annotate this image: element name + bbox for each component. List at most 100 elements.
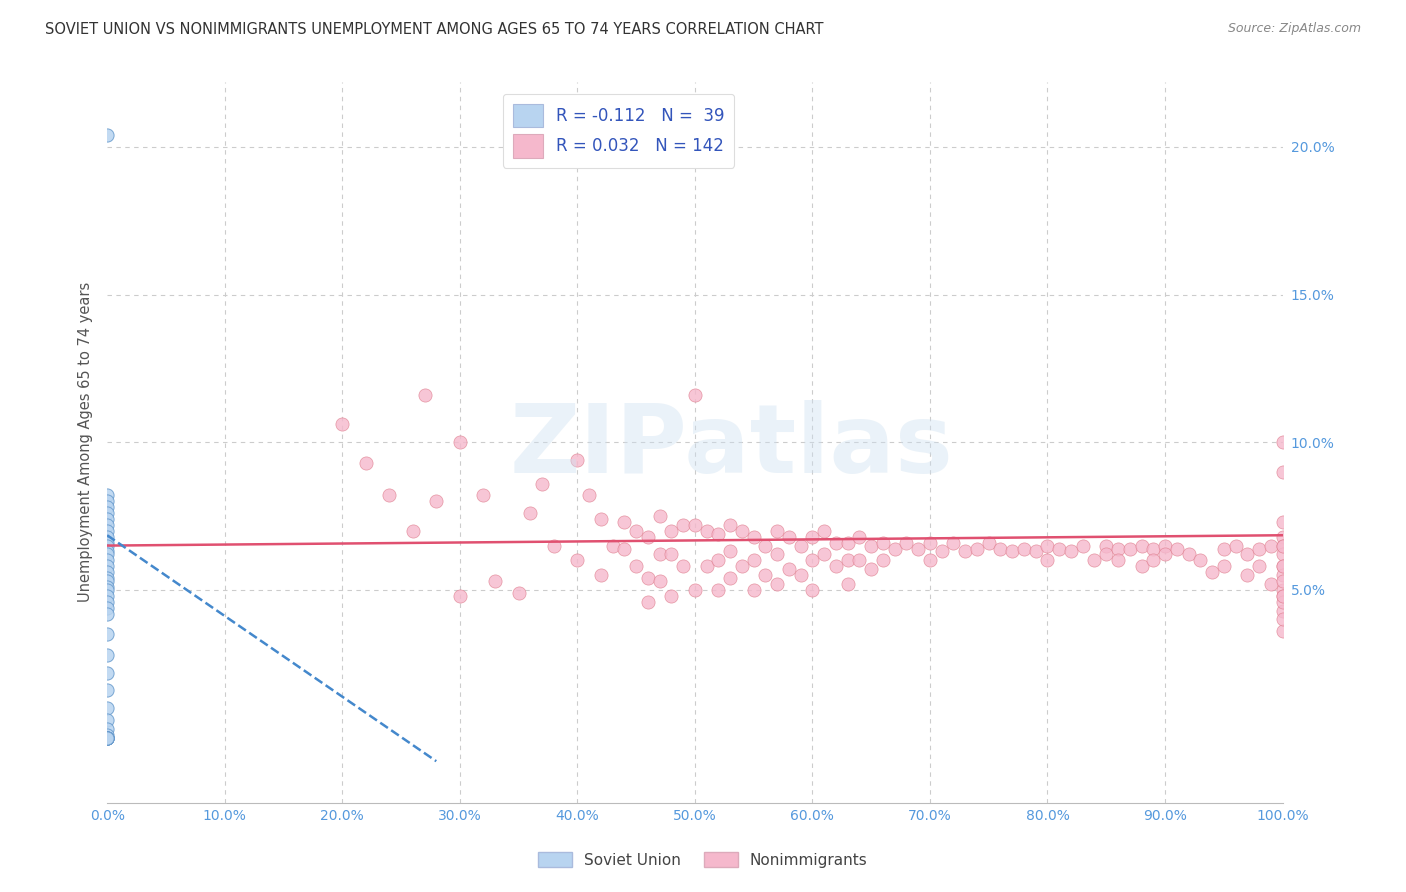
Point	[1107, 541, 1129, 556]
Legend: R = -0.112   N =  39, R = 0.032   N = 142: R = -0.112 N = 39, R = 0.032 N = 142	[502, 94, 734, 168]
Point	[766, 524, 789, 538]
Point	[96, 524, 118, 538]
Point	[96, 731, 118, 745]
Point	[531, 476, 554, 491]
Point	[953, 544, 976, 558]
Point	[637, 571, 659, 585]
Point	[96, 506, 118, 520]
Point	[990, 541, 1012, 556]
Point	[931, 544, 953, 558]
Point	[707, 582, 730, 597]
Point	[837, 553, 859, 567]
Point	[742, 582, 765, 597]
Point	[896, 535, 918, 549]
Point	[1001, 544, 1024, 558]
Point	[472, 488, 495, 502]
Point	[1225, 539, 1247, 553]
Point	[449, 435, 471, 450]
Point	[672, 517, 695, 532]
Point	[96, 580, 118, 594]
Point	[1201, 565, 1223, 579]
Point	[659, 589, 682, 603]
Point	[589, 512, 612, 526]
Point	[624, 524, 647, 538]
Point	[918, 553, 941, 567]
Point	[96, 683, 118, 698]
Point	[801, 582, 824, 597]
Point	[1260, 577, 1282, 591]
Point	[1060, 544, 1083, 558]
Legend: Soviet Union, Nonimmigrants: Soviet Union, Nonimmigrants	[533, 846, 873, 873]
Point	[766, 577, 789, 591]
Point	[96, 731, 118, 745]
Point	[683, 388, 706, 402]
Point	[918, 535, 941, 549]
Point	[801, 530, 824, 544]
Point	[96, 512, 118, 526]
Point	[1189, 553, 1212, 567]
Point	[1247, 541, 1270, 556]
Point	[1271, 582, 1294, 597]
Point	[883, 541, 905, 556]
Point	[96, 530, 118, 544]
Point	[1095, 548, 1118, 562]
Point	[96, 539, 118, 553]
Point	[96, 731, 118, 745]
Point	[731, 559, 754, 574]
Point	[1271, 624, 1294, 639]
Point	[1130, 539, 1153, 553]
Point	[718, 571, 741, 585]
Point	[742, 530, 765, 544]
Point	[330, 417, 353, 432]
Point	[1142, 541, 1164, 556]
Point	[648, 574, 671, 588]
Point	[1271, 539, 1294, 553]
Point	[1177, 548, 1199, 562]
Point	[567, 453, 589, 467]
Point	[848, 553, 870, 567]
Point	[637, 530, 659, 544]
Point	[718, 544, 741, 558]
Point	[613, 515, 636, 529]
Point	[860, 562, 883, 576]
Point	[1107, 553, 1129, 567]
Point	[1212, 541, 1234, 556]
Point	[1047, 541, 1070, 556]
Point	[1271, 435, 1294, 450]
Point	[813, 524, 835, 538]
Point	[624, 559, 647, 574]
Point	[96, 559, 118, 574]
Point	[872, 535, 894, 549]
Point	[96, 665, 118, 680]
Point	[1271, 465, 1294, 479]
Point	[1271, 589, 1294, 603]
Point	[1271, 589, 1294, 603]
Point	[96, 701, 118, 715]
Point	[860, 539, 883, 553]
Point	[543, 539, 565, 553]
Point	[1036, 553, 1059, 567]
Point	[1271, 603, 1294, 617]
Point	[707, 526, 730, 541]
Point	[1271, 515, 1294, 529]
Point	[789, 539, 811, 553]
Point	[825, 535, 848, 549]
Point	[96, 731, 118, 745]
Point	[813, 548, 835, 562]
Point	[1247, 559, 1270, 574]
Point	[1071, 539, 1094, 553]
Point	[1119, 541, 1142, 556]
Point	[1271, 548, 1294, 562]
Point	[1036, 539, 1059, 553]
Point	[1166, 541, 1188, 556]
Point	[96, 722, 118, 736]
Point	[1271, 612, 1294, 626]
Point	[1260, 539, 1282, 553]
Point	[648, 509, 671, 524]
Point	[766, 548, 789, 562]
Point	[754, 568, 776, 582]
Text: SOVIET UNION VS NONIMMIGRANTS UNEMPLOYMENT AMONG AGES 65 TO 74 YEARS CORRELATION: SOVIET UNION VS NONIMMIGRANTS UNEMPLOYME…	[45, 22, 824, 37]
Point	[683, 517, 706, 532]
Point	[96, 627, 118, 641]
Point	[449, 589, 471, 603]
